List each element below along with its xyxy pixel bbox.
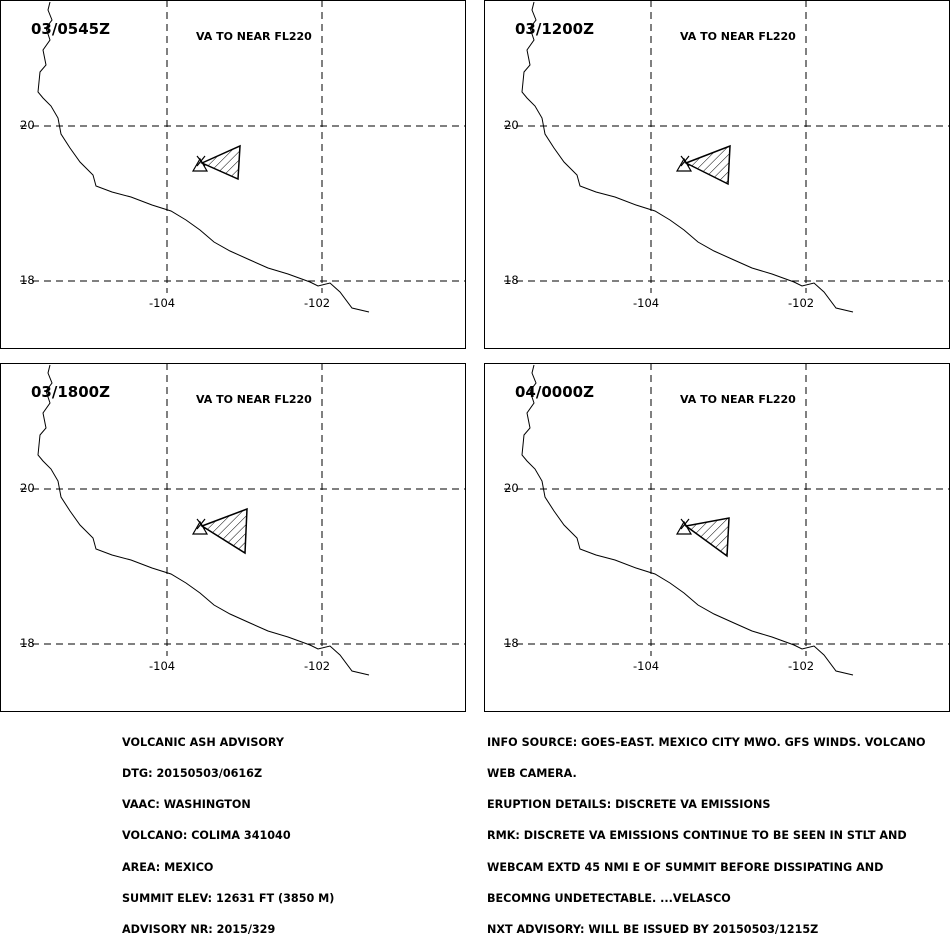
valid-time-label: 03/1800Z [31, 383, 110, 401]
map-panel-4: 04/0000Z VA TO NEAR FL220 20 18 -104 -10… [484, 363, 950, 712]
lon-label-104: -104 [149, 296, 176, 310]
lat-label-20: 20 [504, 481, 519, 495]
graticule [504, 0, 950, 293]
lon-label-102: -102 [788, 659, 815, 673]
map-canvas [0, 0, 466, 349]
ash-polygon [684, 144, 731, 186]
valid-time-label: 03/0545Z [31, 20, 110, 38]
lat-label-20: 20 [20, 481, 35, 495]
lat-label-20: 20 [504, 118, 519, 132]
valid-time-label: 03/1200Z [515, 20, 594, 38]
ash-polygon [200, 144, 241, 181]
lat-label-20: 20 [20, 118, 35, 132]
advisory-line: VOLCANIC ASH ADVISORY [122, 735, 285, 749]
volcano-icon [191, 518, 209, 535]
lat-label-18: 18 [504, 636, 519, 650]
volcano-icon [191, 155, 209, 172]
lon-label-104: -104 [633, 296, 660, 310]
map-panel-1: 03/0545Z VA TO NEAR FL220 20 18 -104 -10… [0, 0, 466, 349]
coastline [37, 1, 370, 313]
volcano-icon [675, 155, 693, 172]
ash-level-label: VA TO NEAR FL220 [196, 30, 312, 43]
advisory-line: VOLCANO: COLIMA 341040 [122, 829, 291, 843]
graticule [20, 0, 466, 293]
advisory-line: RMK: DISCRETE VA EMISSIONS CONTINUE TO B… [487, 829, 907, 843]
lat-label-18: 18 [504, 273, 519, 287]
graticule [504, 363, 950, 656]
ash-polygon [684, 517, 730, 558]
map-canvas [0, 363, 466, 712]
advisory-line: INFO SOURCE: GOES-EAST. MEXICO CITY MWO.… [487, 735, 926, 749]
lon-label-102: -102 [304, 659, 331, 673]
lon-label-102: -102 [304, 296, 331, 310]
volcano-icon [675, 518, 693, 535]
advisory-line: ERUPTION DETAILS: DISCRETE VA EMISSIONS [487, 798, 771, 812]
ash-polygon [200, 507, 248, 555]
coastline [521, 1, 854, 313]
advisory-line: WEB CAMERA. [487, 767, 577, 781]
lat-label-18: 18 [20, 636, 35, 650]
advisory-details-block: INFO SOURCE: GOES-EAST. MEXICO CITY MWO.… [487, 717, 926, 946]
advisory-line: DTG: 20150503/0616Z [122, 767, 263, 781]
coastline [521, 364, 854, 676]
lon-label-104: -104 [633, 659, 660, 673]
graticule [20, 363, 466, 656]
advisory-line: ADVISORY NR: 2015/329 [122, 923, 276, 937]
advisory-line: BECOMNG UNDETECTABLE. ...VELASCO [487, 891, 731, 905]
ash-level-label: VA TO NEAR FL220 [196, 393, 312, 406]
advisory-line: NXT ADVISORY: WILL BE ISSUED BY 20150503… [487, 923, 819, 937]
lat-label-18: 18 [20, 273, 35, 287]
lon-label-104: -104 [149, 659, 176, 673]
map-canvas [484, 0, 950, 349]
advisory-line: WEBCAM EXTD 45 NMI E OF SUMMIT BEFORE DI… [487, 860, 884, 874]
advisory-line: SUMMIT ELEV: 12631 FT (3850 M) [122, 891, 335, 905]
advisory-header-block: VOLCANIC ASH ADVISORY DTG: 20150503/0616… [122, 717, 334, 946]
advisory-line: AREA: MEXICO [122, 860, 214, 874]
advisory-line: VAAC: WASHINGTON [122, 798, 251, 812]
map-panel-2: 03/1200Z VA TO NEAR FL220 20 18 -104 -10… [484, 0, 950, 349]
valid-time-label: 04/0000Z [515, 383, 594, 401]
map-panel-3: 03/1800Z VA TO NEAR FL220 20 18 -104 -10… [0, 363, 466, 712]
map-canvas [484, 363, 950, 712]
ash-level-label: VA TO NEAR FL220 [680, 393, 796, 406]
ash-level-label: VA TO NEAR FL220 [680, 30, 796, 43]
lon-label-102: -102 [788, 296, 815, 310]
coastline [37, 364, 370, 676]
